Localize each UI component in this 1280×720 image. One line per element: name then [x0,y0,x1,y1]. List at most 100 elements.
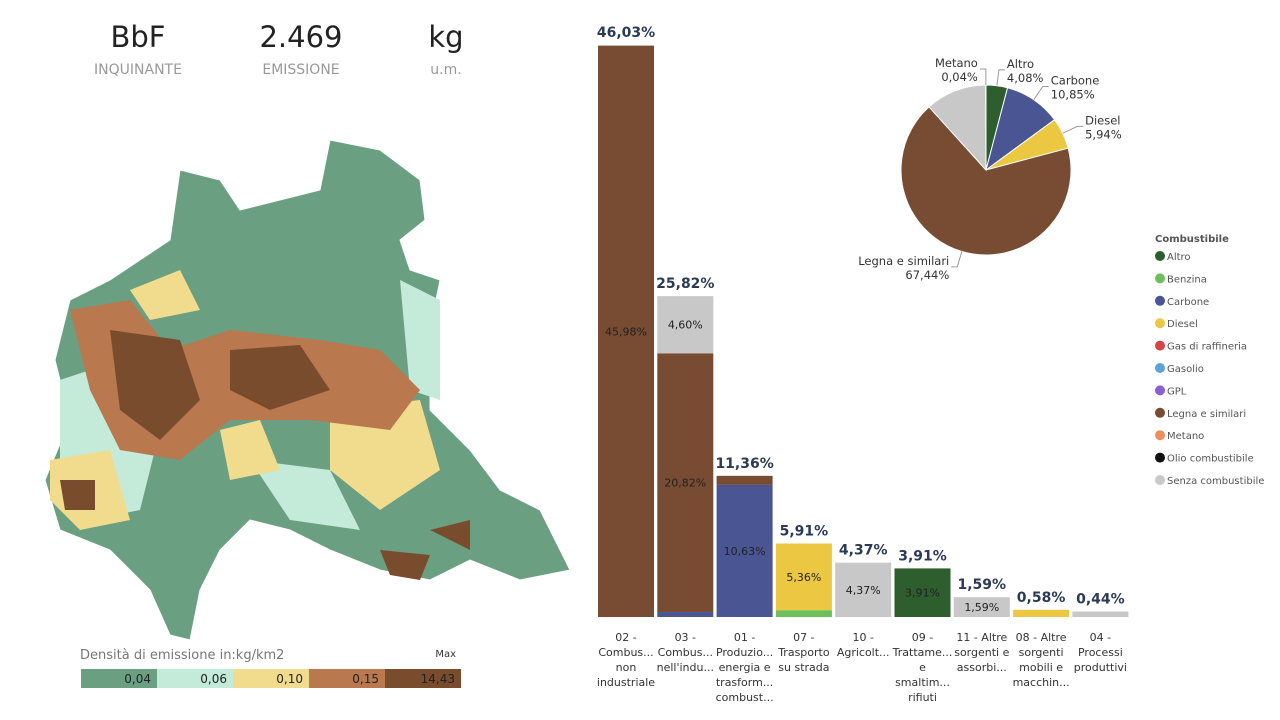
kpi-value: BbF [110,20,166,54]
legend-label: Carbone [1167,297,1209,308]
leader-line [996,69,1005,86]
pie-slice [928,84,987,172]
legend-swatch [81,669,157,688]
pie-label: Legna e similari [858,254,949,268]
x-tick-label: 08 - Altre sorgenti mobili e macchin... [1012,631,1070,689]
segment-label: 3,91% [905,587,940,600]
legend-label: 14,43 [421,672,455,686]
leader-line [979,68,987,86]
pie-value-label: 5,94% [1085,127,1122,141]
kpi-label: u.m. [430,62,462,78]
pie-value-label: 4,08% [1007,71,1044,85]
legend-marker [1155,295,1165,306]
bar-segment [657,296,714,354]
segment-label: 4,37% [846,584,881,597]
bar-segment [775,610,832,617]
segment-label: 1,59% [964,601,999,614]
segment-label: 5,36% [786,571,821,584]
leader-line [951,251,963,268]
total-label: 0,44% [1076,592,1125,608]
legend-marker [1155,318,1165,329]
bar-segment [716,475,773,485]
leader-line [1033,85,1049,100]
kpi-value: 2.469 [259,20,343,54]
legend-label: Gas di raffineria [1167,342,1247,353]
legend-marker [1155,407,1165,418]
pie-label: Carbone [1051,73,1100,87]
legend-label: 0,06 [200,672,227,686]
total-label: 4,37% [839,543,888,559]
legend-label: Benzina [1167,274,1207,285]
pie-label: Altro [1007,57,1034,71]
legend-marker [1155,452,1165,463]
bar-segment [894,568,951,617]
legend-marker [1155,385,1165,396]
x-tick-label: 02 - Combus... non industriale [596,631,656,689]
legend-marker [1155,430,1165,441]
kpi-value: kg [428,20,464,54]
legend-label: Diesel [1167,319,1198,330]
legend-marker [1155,475,1165,485]
legend-label: Legna e similari [1167,409,1246,420]
x-tick-label: 11 - Altre sorgenti e assorbi... [954,631,1010,674]
legend-swatch [233,669,309,688]
total-label: 3,91% [898,548,947,564]
x-tick-label: 04 - Processi produttivi [1073,631,1127,674]
kpi: BbF INQUINANTE [58,20,218,78]
bar-segment [1072,611,1129,617]
map-area-yellow [50,270,440,530]
total-label: 5,91% [780,524,829,540]
segment-label: 45,98% [605,325,647,338]
pie-value-label: 10,85% [1051,87,1095,101]
map-legend: Densità di emissione in:kg/km2 Max 0,04 0… [80,648,461,688]
total-label: 0,58% [1017,590,1066,606]
legend-max: Max [435,649,456,660]
legend-title: Densità di emissione in:kg/km2 [80,648,284,663]
bar-segment [598,45,654,617]
pie-slice [900,106,1072,256]
pie-label: Diesel [1085,113,1120,127]
legend-label: Senza combustibile [1167,476,1264,487]
legend-label: Gasolio [1167,364,1204,375]
kpi-label: EMISSIONE [262,62,340,78]
bar-segment [657,353,714,613]
legend-title: Combustibile [1155,234,1229,245]
bar-segment [835,562,892,617]
x-tick-label: 10 - Agricolt... [836,631,890,659]
legend-label: 0,10 [276,672,303,686]
kpi: kg u.m. [366,20,526,78]
bar-segment [953,597,1010,617]
pie-label: Metano [935,56,978,70]
total-label: 11,36% [715,456,773,472]
x-tick-label: 09 - Trattame... e smaltim... rifiuti [892,631,953,704]
bar-segment [716,484,773,617]
legend-label: Metano [1167,431,1204,442]
legend-label: 0,15 [352,672,379,686]
total-label: 25,82% [656,276,714,292]
legend-swatch [385,669,461,688]
pie-value-label: 67,44% [905,268,949,282]
chart: 45,98% 46,03% 20,82% 4,60% 25,82% 10,63% 11,36… [597,25,1264,617]
legend-label: GPL [1167,386,1187,397]
kpi-label: INQUINANTE [94,62,182,78]
bar-segment [657,612,714,617]
total-label: 1,59% [958,577,1007,593]
legend-swatch [309,669,385,688]
leader-line [1062,125,1084,134]
segment-label: 20,82% [664,477,706,490]
legend-swatch [157,669,233,688]
legend-label: Olio combustibile [1167,454,1254,465]
pie-value-label: 0,04% [941,70,978,84]
total-label: 46,03% [597,25,655,41]
x-tick-label: 07 - Trasporto su strada [778,631,830,674]
segment-label: 10,63% [724,545,766,558]
bar-segment [1013,609,1070,617]
map-area-darkbrown [60,330,470,580]
legend-label: 0,04 [124,672,151,686]
bar-segment [775,543,832,611]
segment-label: 4,60% [668,319,703,332]
legend-marker [1155,363,1165,373]
map [44,139,571,641]
kpi: 2.469 EMISSIONE [221,20,381,78]
